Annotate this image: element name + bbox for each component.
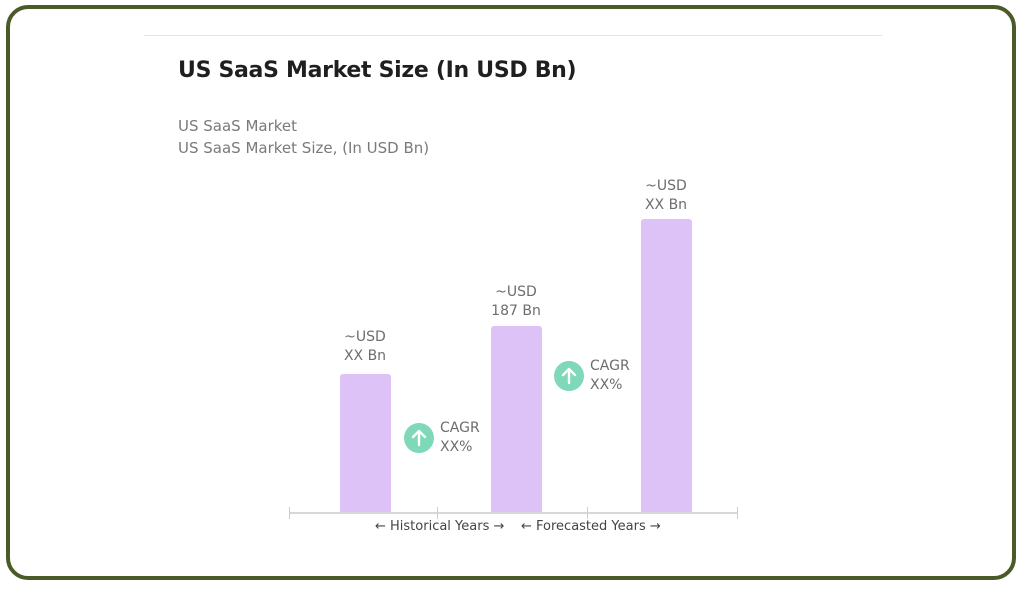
bar-label-line2: XX Bn xyxy=(343,348,387,364)
chart-frame xyxy=(6,5,1016,580)
bar-label-line1: ~USD xyxy=(495,284,537,300)
divider xyxy=(144,35,882,36)
cagr-label: CAGR xyxy=(590,358,630,374)
cagr-value: XX% xyxy=(440,439,473,455)
cagr-annotation: CAGR XX% xyxy=(554,357,630,395)
axis-tick xyxy=(289,507,290,519)
arrow-up-icon xyxy=(404,423,434,453)
cagr-value: XX% xyxy=(590,377,623,393)
cagr-annotation: CAGR XX% xyxy=(404,419,480,457)
chart-subtitle-2: US SaaS Market Size, (In USD Bn) xyxy=(178,139,430,157)
bar-label-line1: ~USD xyxy=(645,178,687,194)
bar-label-line1: ~USD xyxy=(344,329,386,345)
x-axis xyxy=(289,512,738,514)
axis-tick xyxy=(737,507,738,519)
chart-subtitle-1: US SaaS Market xyxy=(178,117,298,135)
axis-tick xyxy=(437,507,438,519)
chart-title: US SaaS Market Size (In USD Bn) xyxy=(178,58,577,83)
bar-historical-start xyxy=(340,374,391,512)
x-label-historical: ← Historical Years → xyxy=(375,519,505,534)
bar-value-label: ~USD 187 Bn xyxy=(476,283,556,321)
bar-value-label: ~USD XX Bn xyxy=(325,328,405,366)
bar-label-line2: XX Bn xyxy=(644,197,688,213)
x-label-forecasted: ← Forecasted Years → xyxy=(521,519,661,534)
bar-forecast xyxy=(641,219,692,512)
bar-label-line2: 187 Bn xyxy=(491,303,541,319)
axis-tick xyxy=(587,507,588,519)
cagr-label: CAGR xyxy=(440,420,480,436)
bar-value-label: ~USD XX Bn xyxy=(626,177,706,215)
arrow-up-icon xyxy=(554,361,584,391)
bar-historical-end xyxy=(491,326,542,512)
